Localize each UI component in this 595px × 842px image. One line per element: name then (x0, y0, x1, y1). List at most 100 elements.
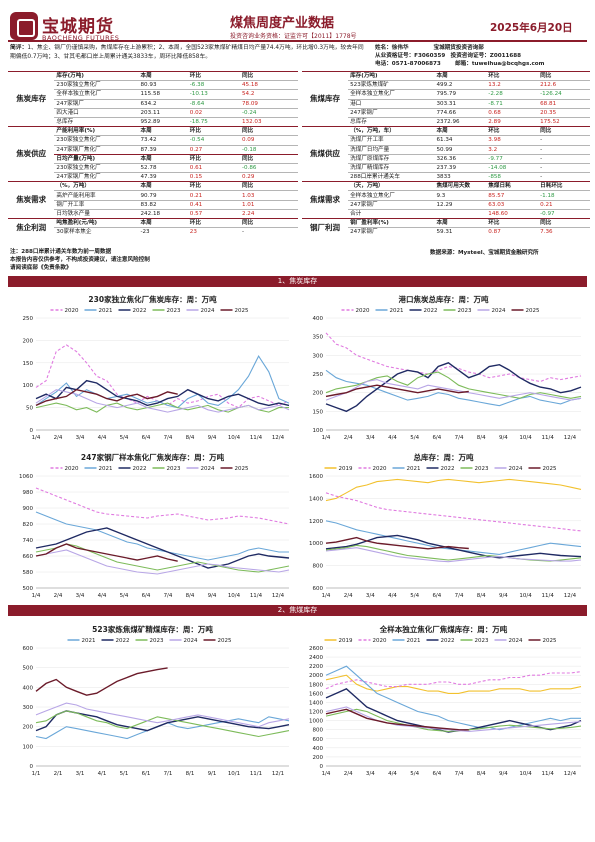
legend-label: 2023 (167, 466, 181, 472)
cell-value: -6.38 (187, 80, 240, 90)
legend-entry: 2021 (84, 308, 113, 314)
x-tick-label: 4/4 (98, 593, 107, 599)
x-tick-label: 8/4 (477, 593, 486, 599)
row-label: 四大港口 (54, 107, 139, 118)
x-tick-label: 4/1 (98, 771, 107, 777)
legend-label: 2023 (167, 308, 181, 314)
cell-value: 23 (187, 227, 240, 237)
column-header: （%，万吨，车） (348, 126, 435, 136)
cell-value: 1.03 (239, 190, 298, 201)
column-header: 同比 (239, 153, 298, 164)
row-label: 230家独立焦化厂 (54, 80, 139, 90)
cert-number: F3060359 (414, 53, 446, 60)
table-row: 247家钢厂焦化厂 47.39 0.15 0.29 (8, 172, 298, 182)
legend-label: 2023 (475, 466, 489, 472)
cell-value: 0.29 (239, 172, 298, 182)
y-tick-label: 200 (313, 755, 324, 761)
chart-title: 247家钢厂样本焦化厂焦炭库存：周：万吨 (81, 452, 225, 462)
legend-entry: 2025 (220, 308, 249, 314)
cell-value: 73.42 (138, 135, 188, 145)
cell-value: - (538, 153, 590, 164)
cell-value: 61.34 (434, 135, 487, 145)
x-tick-label: 9/4 (499, 435, 508, 441)
row-label: 日均铁水产量 (54, 208, 139, 219)
cell-value: 952.89 (138, 116, 188, 127)
x-tick-label: 9/4 (208, 435, 217, 441)
legend-entry: 2024 (186, 308, 215, 314)
series-line-2021 (325, 369, 582, 407)
chart-title: 全样本独立焦化厂焦煤库存：周：万吨 (379, 624, 508, 634)
y-tick-label: 1200 (309, 710, 323, 716)
row-label: 洗煤厂开工率 (348, 135, 435, 145)
chart-independent-coal-inventory: 全样本独立焦化厂焦煤库存：周：万吨 2019 2020 2021 2022 2023 202… (309, 624, 582, 777)
legend-entry: 2020 (50, 308, 79, 314)
x-tick-label: 8/4 (186, 593, 195, 599)
series-line-2022 (325, 362, 582, 413)
table-row: 523家炼焦煤矿 499.2 13.2 212.6 (302, 80, 590, 90)
legend-entry: 2021 (392, 638, 421, 644)
row-label: 全样本独立焦化厂 (348, 89, 435, 100)
right-table: 焦煤库存 库存(万吨) 本周 环比 同比 523家炼焦煤矿 499.2 13.2 212.6 全样… (302, 70, 590, 237)
phone-label: 电话： (375, 61, 392, 68)
cell-value: -23 (138, 227, 188, 237)
cell-value: - (538, 144, 590, 155)
table-row: 全样本独立焦化厂 9.3 85.57 -1.18 (302, 190, 590, 201)
y-tick-label: 250 (313, 372, 324, 378)
cell-value: 78.09 (239, 98, 298, 109)
y-tick-label: 350 (313, 335, 324, 341)
x-tick-label: 2/4 (344, 435, 353, 441)
cell-value: -1.18 (538, 190, 590, 201)
row-label: 247家钢厂 (348, 107, 435, 118)
row-label: 247家钢厂焦化厂 (54, 172, 139, 182)
column-header: 环比 (187, 70, 240, 81)
legend-entry: 2020 (50, 466, 79, 472)
cell-value: - (538, 135, 590, 145)
y-tick-label: 500 (23, 586, 34, 592)
y-tick-label: 1200 (309, 519, 323, 525)
column-header: 吨焦盈利(元/吨) (54, 217, 139, 228)
row-label: 247家钢厂 (348, 199, 435, 210)
section-label: 焦炭需求 (8, 181, 55, 219)
cell-value: -126.24 (538, 89, 590, 100)
row-label: 总库存 (54, 116, 139, 127)
page-title: 煤焦周度产业数据 (230, 16, 335, 31)
table-row: 288口岸累计通关车 3833 -858- (302, 172, 590, 182)
y-tick-label: 600 (23, 646, 34, 652)
x-tick-label: 2/4 (54, 435, 63, 441)
x-tick-label: 7/1 (164, 771, 173, 777)
x-tick-label: 11/4 (250, 435, 263, 441)
x-tick-label: 5/1 (120, 771, 129, 777)
legend-label: 2019 (339, 466, 353, 472)
section-label: 焦煤库存 (302, 70, 349, 127)
cell-value: 12.29 (434, 199, 487, 210)
y-tick-label: 820 (23, 522, 34, 528)
y-tick-label: 300 (23, 705, 34, 711)
cell-value: 85.57 (486, 190, 539, 201)
legend-label: 2022 (133, 308, 147, 314)
x-tick-label: 4/4 (388, 771, 397, 777)
data-source: 数据来源：Mysteel、宝城期货金融研究所 (430, 250, 539, 256)
row-label: 总库存 (348, 116, 435, 127)
legend-label: 2025 (235, 308, 249, 314)
x-tick-label: 12/4 (272, 435, 285, 441)
y-tick-label: 400 (313, 316, 324, 322)
legend-label: 2021 (390, 308, 404, 314)
note-line: 注：288口岸累计通关车数为前一周数据 (10, 249, 112, 255)
cell-value: 83.82 (138, 199, 188, 210)
cell-value: 0.09 (239, 135, 298, 145)
column-header: 本周 (138, 70, 188, 81)
y-tick-label: 580 (23, 570, 34, 576)
cell-value: - (239, 227, 298, 237)
cell-value: 45.18 (239, 80, 298, 90)
column-header: 本周 (138, 153, 188, 164)
legend-label: 2024 (509, 638, 523, 644)
row-label: 钢厂开工率 (54, 199, 139, 210)
note-line: 本报告内容仅供参考，不构成投资建议，请注意风险控制 (10, 257, 150, 263)
x-tick-label: 9/4 (208, 593, 217, 599)
cell-value: 175.52 (538, 116, 590, 127)
y-tick-label: 800 (313, 728, 324, 734)
legend-entry: 2024 (494, 638, 523, 644)
legend-label: 2022 (116, 638, 130, 644)
legend-entry: 2025 (511, 308, 540, 314)
x-tick-label: 4/4 (388, 435, 397, 441)
